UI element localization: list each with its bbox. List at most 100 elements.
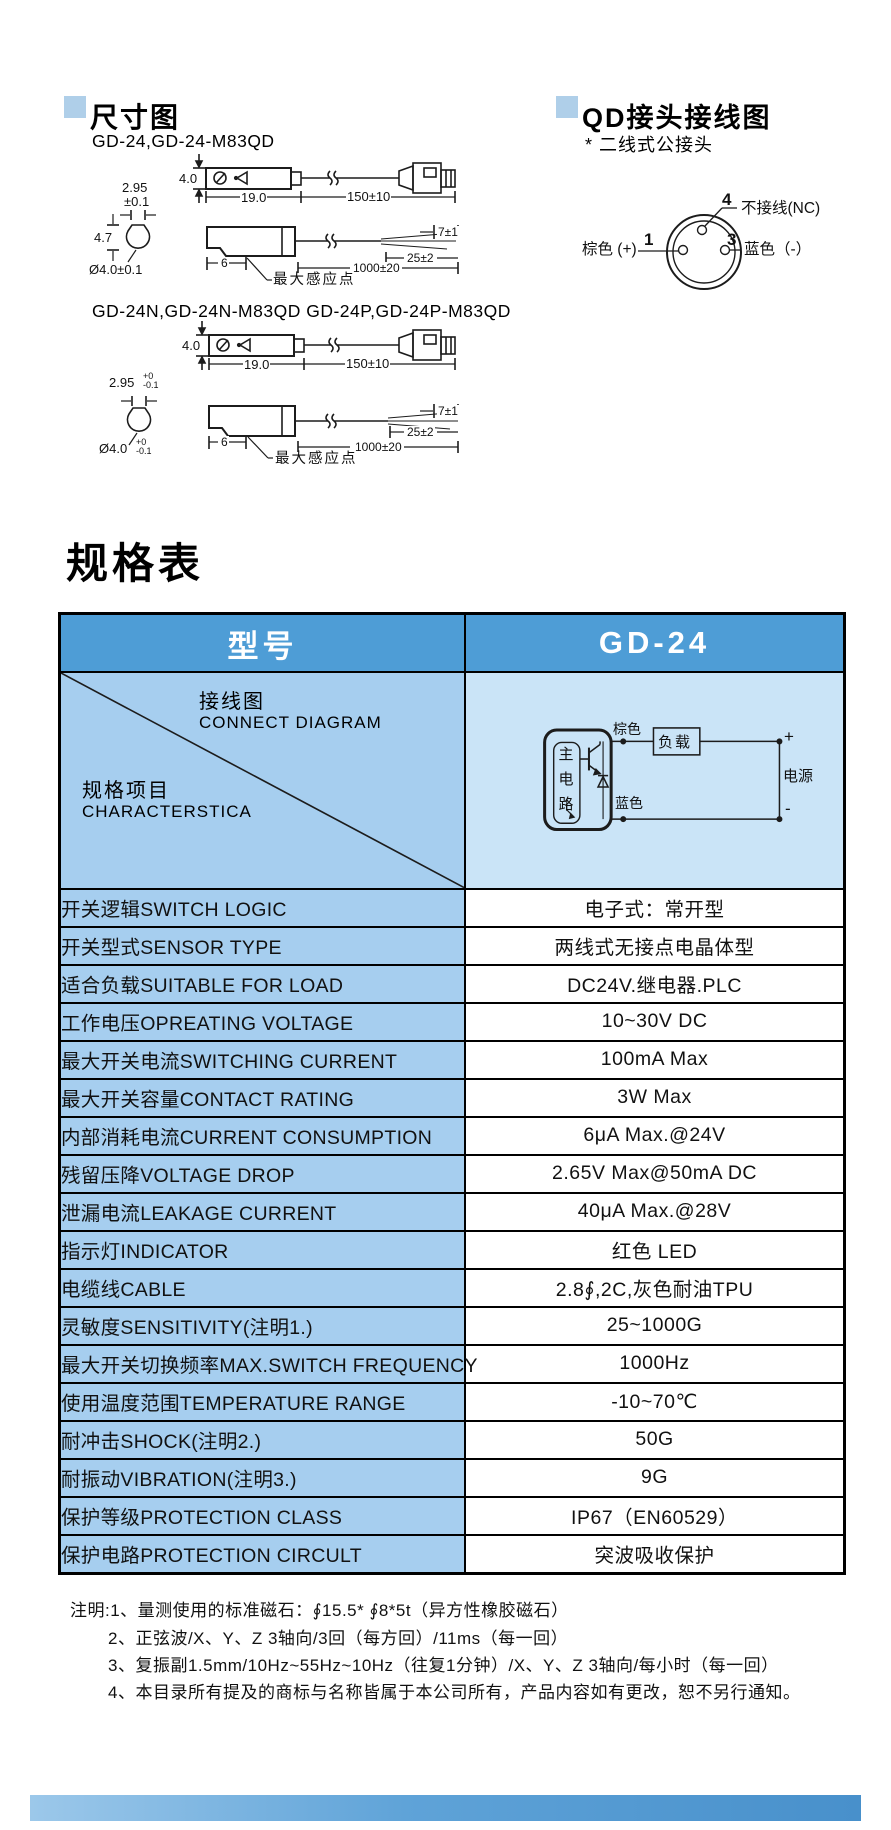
dim-dia-tol-top-g2: +0 [136,437,147,447]
spec-row-label: 耐冲击SHOCK(注明2.) [58,1419,467,1460]
dim-lead-g2: 1000±20 [354,440,403,454]
circuit-plus-label: + [784,727,794,746]
spec-row-value: 100mA Max [464,1039,846,1080]
dim-width-tol-g1: ±0.1 [123,194,151,209]
spec-row-label: 保护电路PROTECTION CIRCULT [58,1533,467,1575]
spec-row-value: 10~30V DC [464,1001,846,1042]
note-line-2: 2、正弦波/X、Y、Z 3轴向/3回（每方回）/11ms（每一回） [108,1629,569,1648]
spec-row-value: 40μA Max.@28V [464,1191,846,1232]
spec-row: 内部消耗电流CURRENT CONSUMPTION 6μA Max.@24V [58,1115,846,1156]
spec-row-label: 最大开关切换频率MAX.SWITCH FREQUENCY [58,1343,478,1384]
dim-height-g2: 4.0 [181,338,202,353]
qd-bullet-square-icon [556,96,578,118]
circuit-minus-label: - [785,799,791,818]
spec-row-label: 开关逻辑SWITCH LOGIC [58,887,467,928]
dim-dia-tol-bot-g2: -0.1 [136,446,152,456]
spec-row-label: 最大开关容量CONTACT RATING [58,1077,467,1118]
dim-sense-offset-g1: 6 [220,256,229,270]
spec-row-value: 25~1000G [464,1305,846,1346]
spec-row-label: 耐振动VIBRATION(注明3.) [58,1457,467,1498]
circuit-blue-wire-label: 蓝色 [615,795,644,811]
dim-tail-g1: 7±1 [437,225,459,239]
spec-row-label: 适合负载SUITABLE FOR LOAD [58,963,467,1004]
main-circuit-char-2: 电 [558,771,574,788]
note-line-4: 4、本目录所有提及的商标与名称皆属于本公司所有，产品内容如有更改，恕不另行通知。 [108,1683,801,1702]
model-label-group2: GD-24N,GD-24N-M83QD GD-24P,GD-24P-M83QD [92,301,511,321]
qd-section-header: QD接头接线图 [556,96,772,135]
spec-row-label: 电缆线CABLE [58,1267,467,1308]
dim-tail-g2: 7±1 [437,404,459,418]
spec-row-value: 9G [464,1457,846,1498]
qd-pin3-label: 蓝色（-） [744,241,812,258]
dim-width-g2: 2.95 [108,375,136,390]
spec-row: 最大开关容量CONTACT RATING 3W Max [58,1077,846,1118]
spec-row: 开关型式SENSOR TYPE 两线式无接点电晶体型 [58,925,846,966]
spec-row: 泄漏电流LEAKAGE CURRENT 40μA Max.@28V [58,1191,846,1232]
dimension-bullet-square-icon [64,96,86,118]
dimension-section-title: 尺寸图 [90,102,181,133]
spec-row: 指示灯INDICATOR 红色 LED [58,1229,846,1270]
circuit-diagram-lineart [543,727,783,832]
circuit-brown-wire-label: 棕色 [613,721,642,737]
connect-diagram-row: 接线图 CONNECT DIAGRAM 规格项目 CHARACTERSTICA [58,671,846,890]
spec-row-value: 50G [464,1419,846,1460]
model-label-group1: GD-24,GD-24-M83QD [92,131,275,151]
dim-width-g1: 2.95 [121,180,149,195]
diagonal-divider-line [60,672,465,889]
characteristics-label-cn: 规格项目 [82,780,170,802]
qd-section-title: QD接头接线图 [582,103,772,133]
spec-row-label: 工作电压OPREATING VOLTAGE [58,1001,467,1042]
dim-body-length-g2: 19.0 [243,357,271,372]
dim-side-height-g1: 4.7 [93,230,114,245]
diagram-row-right-cell: 主 电 路 棕色 负载 + 电源 - 蓝色 [464,671,846,890]
max-sensing-point-label-g1: 最大感应点 [272,272,357,289]
spec-table-header-row: 型号 GD-24 [58,612,846,673]
spec-row: 灵敏度SENSITIVITY(注明1.) 25~1000G [58,1305,846,1346]
dim-width-tol-bot-g2: -0.1 [143,380,159,390]
qd-pin3-number: 3 [727,230,737,249]
spec-row-value: 3W Max [464,1077,846,1118]
note-line-3: 3、复振副1.5mm/10Hz~55Hz~10Hz（往复1分钟）/X、Y、Z 3… [108,1656,779,1675]
dim-lead-g1: 1000±20 [352,261,401,275]
main-circuit-char-3: 路 [558,796,574,813]
dim-width-tol-top-g2: +0 [143,371,154,381]
spec-row: 电缆线CABLE 2.8∮,2C,灰色耐油TPU [58,1267,846,1308]
spec-row: 保护电路PROTECTION CIRCULT 突波吸收保护 [58,1533,846,1575]
spec-row-label: 保护等级PROTECTION CLASS [58,1495,467,1536]
dim-height-g1: 4.0 [178,171,199,186]
spec-row: 残留压降VOLTAGE DROP 2.65V Max@50mA DC [58,1153,846,1194]
dim-strip-g1: 25±2 [406,251,435,265]
spec-row-label: 内部消耗电流CURRENT CONSUMPTION [58,1115,467,1156]
spec-row: 工作电压OPREATING VOLTAGE 10~30V DC [58,1001,846,1042]
connect-diagram-label-cn: 接线图 [199,691,265,713]
spec-row: 开关逻辑SWITCH LOGIC 电子式：常开型 [58,887,846,928]
spec-row-value: 红色 LED [464,1229,846,1270]
diagram-row-left-cell: 接线图 CONNECT DIAGRAM 规格项目 CHARACTERSTICA [58,671,467,890]
spec-header-model: 型号 [58,612,467,673]
qd-pin4-label: 不接线(NC) [741,200,821,217]
dim-sense-offset-g2: 6 [220,435,229,449]
qd-pin1-number: 1 [644,230,654,249]
dim-cable-length-g1: 150±10 [346,189,392,204]
dim-width-tolerance-g2: +0 -0.1 [143,372,159,390]
circuit-load-label: 负载 [658,734,693,751]
spec-table: 型号 GD-24 接线图 CONNECT DIAGRAM 规格项目 CHARAC… [58,612,846,1575]
dim-body-length-g1: 19.0 [240,190,268,205]
dim-diameter-tolerance-g2: +0 -0.1 [136,438,152,456]
spec-row-label: 指示灯INDICATOR [58,1229,467,1270]
characteristics-label-en: CHARACTERSTICA [82,802,252,821]
circuit-power-label: 电源 [783,768,814,785]
spec-row-value: 2.8∮,2C,灰色耐油TPU [464,1267,846,1308]
spec-row-label: 残留压降VOLTAGE DROP [58,1153,467,1194]
spec-row-value: IP67（EN60529） [464,1495,846,1536]
connect-diagram-label-en: CONNECT DIAGRAM [199,713,382,732]
qd-pin4-number: 4 [722,190,732,209]
spec-row: 最大开关切换频率MAX.SWITCH FREQUENCY 1000Hz [58,1343,846,1384]
dimension-drawings-lineart [107,154,742,459]
spec-row-label: 最大开关电流SWITCHING CURRENT [58,1039,467,1080]
spec-row-value: 电子式：常开型 [464,887,846,928]
spec-row-value: 突波吸收保护 [464,1533,846,1575]
spec-row-label: 灵敏度SENSITIVITY(注明1.) [58,1305,467,1346]
dim-diameter-g1: Ø4.0±0.1 [88,262,144,277]
